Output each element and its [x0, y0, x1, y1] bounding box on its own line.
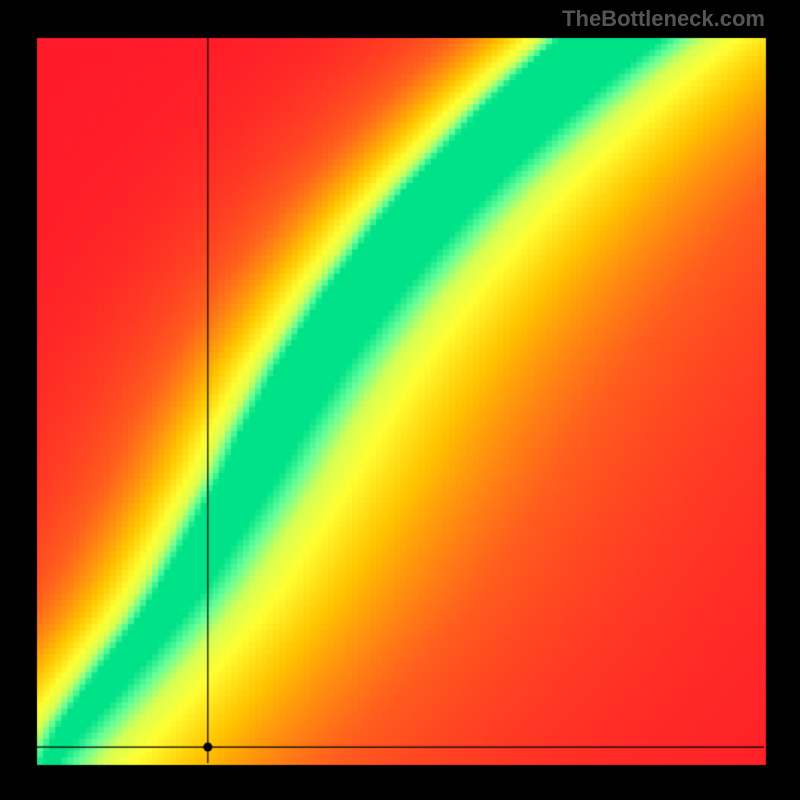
bottleneck-heatmap-canvas	[0, 0, 800, 800]
attribution-text: TheBottleneck.com	[562, 6, 765, 32]
chart-container: TheBottleneck.com	[0, 0, 800, 800]
